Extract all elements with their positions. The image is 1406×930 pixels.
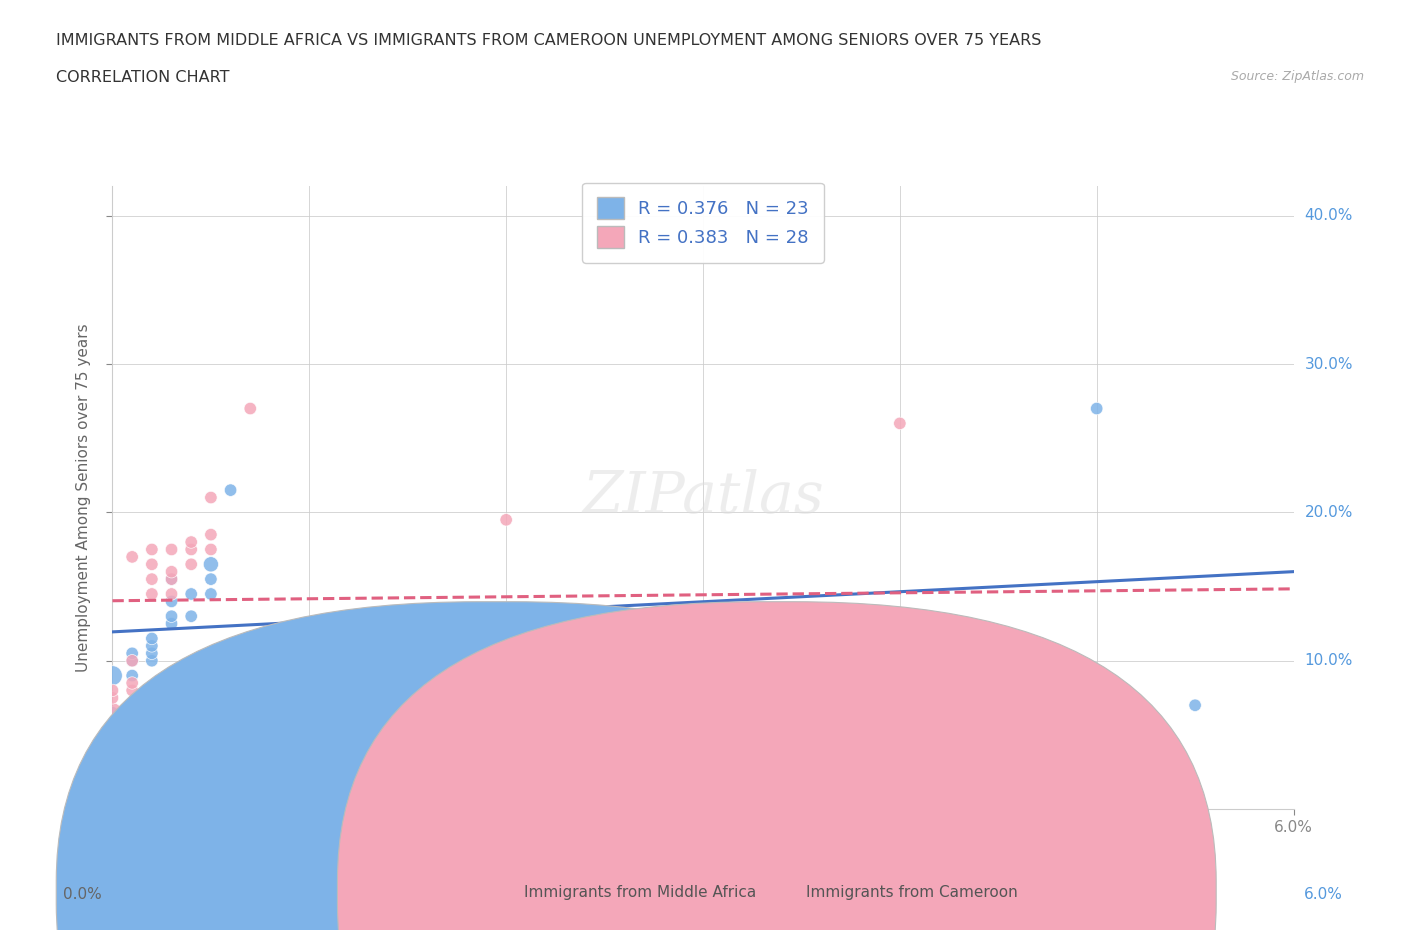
Text: CORRELATION CHART: CORRELATION CHART	[56, 70, 229, 85]
Point	[160, 587, 183, 602]
Point	[180, 535, 202, 550]
Point	[219, 742, 242, 757]
Point	[160, 572, 183, 587]
Point	[141, 631, 163, 646]
Point	[121, 645, 143, 660]
Point	[141, 639, 163, 654]
Text: 20.0%: 20.0%	[1305, 505, 1353, 520]
Point	[889, 653, 911, 668]
Point	[101, 705, 124, 720]
Point	[259, 712, 281, 727]
Text: Source: ZipAtlas.com: Source: ZipAtlas.com	[1230, 70, 1364, 83]
Point	[889, 416, 911, 431]
Y-axis label: Unemployment Among Seniors over 75 years: Unemployment Among Seniors over 75 years	[76, 324, 91, 671]
Point	[160, 565, 183, 579]
Point	[180, 609, 202, 624]
Point	[219, 712, 242, 727]
Point	[101, 690, 124, 705]
Point	[160, 594, 183, 609]
Text: 10.0%: 10.0%	[1305, 653, 1353, 669]
Point	[495, 512, 517, 527]
Text: Immigrants from Middle Africa: Immigrants from Middle Africa	[524, 884, 756, 900]
Point	[239, 401, 262, 416]
Point	[160, 609, 183, 624]
Point	[790, 712, 813, 727]
Point	[141, 645, 163, 660]
Text: 0.0%: 0.0%	[63, 887, 103, 902]
Point	[889, 720, 911, 735]
Point	[141, 542, 163, 557]
Point	[141, 572, 163, 587]
Text: 6.0%: 6.0%	[1303, 887, 1343, 902]
Text: 30.0%: 30.0%	[1305, 356, 1353, 371]
Point	[200, 587, 222, 602]
Point	[180, 542, 202, 557]
Point	[219, 483, 242, 498]
Point	[160, 617, 183, 631]
Point	[200, 542, 222, 557]
Point	[160, 572, 183, 587]
Text: Immigrants from Cameroon: Immigrants from Cameroon	[806, 884, 1018, 900]
Point	[101, 705, 124, 720]
Point	[200, 557, 222, 572]
Point	[200, 527, 222, 542]
Point	[160, 542, 183, 557]
Point	[101, 668, 124, 683]
Point	[121, 668, 143, 683]
Point	[121, 653, 143, 668]
Point	[121, 550, 143, 565]
Point	[1085, 401, 1108, 416]
Point	[180, 587, 202, 602]
Text: IMMIGRANTS FROM MIDDLE AFRICA VS IMMIGRANTS FROM CAMEROON UNEMPLOYMENT AMONG SEN: IMMIGRANTS FROM MIDDLE AFRICA VS IMMIGRA…	[56, 33, 1042, 47]
Legend: R = 0.376   N = 23, R = 0.383   N = 28: R = 0.376 N = 23, R = 0.383 N = 28	[582, 182, 824, 263]
Point	[141, 653, 163, 668]
Point	[141, 557, 163, 572]
Point	[200, 490, 222, 505]
Point	[200, 572, 222, 587]
Point	[121, 683, 143, 698]
Text: 40.0%: 40.0%	[1305, 208, 1353, 223]
Point	[101, 683, 124, 698]
Text: ZIPatlas: ZIPatlas	[582, 470, 824, 525]
Point	[180, 557, 202, 572]
Point	[141, 587, 163, 602]
Point	[121, 653, 143, 668]
Point	[1184, 698, 1206, 712]
Point	[121, 675, 143, 690]
